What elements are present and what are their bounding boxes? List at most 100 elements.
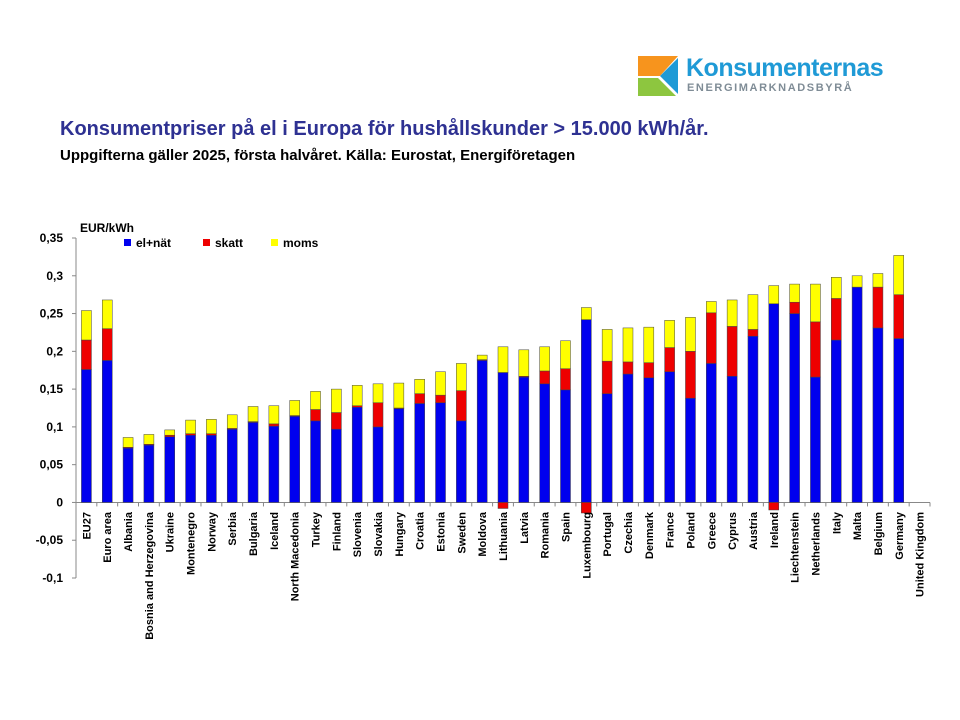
bar-segment bbox=[789, 313, 800, 503]
logo-subtitle: ENERGIMARKNADSBYRÅ bbox=[687, 82, 854, 94]
legend-label: el+nät bbox=[136, 236, 171, 250]
bar-segment bbox=[872, 286, 884, 329]
bar-segment bbox=[622, 327, 634, 363]
y-tick-label: 0,15 bbox=[40, 382, 64, 396]
logo: Konsumenternas ENERGIMARKNADSBYRÅ bbox=[638, 54, 888, 98]
bar-segment bbox=[414, 403, 425, 503]
category-label: Poland bbox=[685, 512, 697, 549]
category-label: Greece bbox=[706, 512, 718, 549]
y-tick-label: 0,1 bbox=[46, 420, 63, 434]
category-label: Austria bbox=[748, 511, 760, 550]
bar-segment bbox=[497, 372, 509, 503]
bar-segment bbox=[310, 420, 321, 503]
bar-segment bbox=[185, 419, 196, 434]
bar-segment bbox=[247, 406, 259, 422]
bar-segment bbox=[893, 255, 905, 295]
bar-segment bbox=[456, 363, 467, 391]
logo-green-shape bbox=[638, 78, 676, 96]
category-label: Latvia bbox=[519, 511, 531, 544]
category-label: Bosnia and Herzegovina bbox=[144, 511, 156, 640]
bar-segment bbox=[768, 285, 780, 304]
bar-segment bbox=[726, 299, 738, 327]
category-label: Czechia bbox=[623, 511, 635, 553]
bar-segment bbox=[206, 419, 217, 434]
y-tick-label: -0,1 bbox=[42, 571, 63, 585]
bar-segment bbox=[456, 420, 467, 503]
bar-segment bbox=[497, 502, 509, 509]
bar-segment bbox=[268, 425, 280, 503]
bar-segment bbox=[872, 327, 884, 503]
bar-segment bbox=[810, 321, 821, 378]
category-label: Iceland bbox=[269, 512, 281, 550]
category-label: Spain bbox=[560, 512, 572, 542]
bar-segment bbox=[685, 351, 696, 399]
bar-segment bbox=[601, 393, 613, 503]
bar-segment bbox=[226, 414, 238, 429]
bar-segment bbox=[893, 294, 905, 339]
bar-segment bbox=[831, 277, 842, 299]
bar-segment bbox=[810, 283, 821, 323]
logo-orange-shape bbox=[638, 56, 678, 76]
bar-segment bbox=[726, 376, 738, 503]
y-tick-label: -0,05 bbox=[36, 533, 64, 547]
bar-segment bbox=[331, 412, 342, 430]
category-label: Sweden bbox=[456, 512, 468, 554]
category-label: Estonia bbox=[436, 511, 448, 552]
bar-segment bbox=[747, 329, 759, 337]
bar-segment bbox=[435, 402, 446, 503]
bar-segment bbox=[685, 397, 696, 503]
bar-segment bbox=[831, 339, 842, 503]
bar-segment bbox=[101, 360, 113, 503]
category-label: Moldova bbox=[477, 511, 489, 556]
category-label: Serbia bbox=[227, 511, 239, 546]
bar-segment bbox=[497, 346, 509, 373]
legend-label: skatt bbox=[215, 236, 243, 250]
legend-swatch bbox=[271, 239, 278, 246]
bar-segment bbox=[164, 436, 175, 503]
bar-segment bbox=[622, 361, 634, 375]
bar-segment bbox=[643, 362, 655, 379]
bar-segment bbox=[435, 371, 446, 396]
y-tick-label: 0 bbox=[56, 495, 63, 509]
page-title: Konsumentpriser på el i Europa för hushå… bbox=[60, 118, 709, 140]
bar-segment bbox=[310, 409, 321, 422]
bar-segment bbox=[893, 338, 905, 503]
bar-segment bbox=[435, 394, 446, 403]
bar-segment bbox=[747, 335, 759, 503]
bar-segment bbox=[539, 370, 550, 385]
category-label: Montenegro bbox=[186, 512, 198, 575]
bar-segment bbox=[143, 434, 155, 445]
category-label: Italy bbox=[831, 511, 843, 534]
bar-segment bbox=[706, 312, 717, 364]
category-label: Netherlands bbox=[810, 512, 822, 576]
bar-segment bbox=[414, 393, 425, 404]
category-label: Finland bbox=[331, 512, 343, 551]
category-label: Croatia bbox=[415, 511, 427, 550]
bar-segment bbox=[664, 347, 675, 372]
category-label: Denmark bbox=[644, 511, 656, 559]
bar-segment bbox=[476, 360, 488, 503]
bar-segment bbox=[81, 310, 92, 341]
bar-segment bbox=[456, 390, 467, 422]
category-label: Malta bbox=[852, 511, 864, 540]
bar-segment bbox=[372, 402, 384, 428]
category-label: Lithuania bbox=[498, 511, 510, 561]
logo-name: Konsumenternas bbox=[686, 54, 884, 82]
category-label: Cyprus bbox=[727, 512, 739, 550]
category-label: France bbox=[665, 512, 677, 548]
bar-segment bbox=[351, 385, 363, 406]
bar-segment bbox=[143, 444, 155, 503]
bar-segment bbox=[331, 388, 342, 413]
category-label: Ireland bbox=[769, 512, 781, 548]
bar-segment bbox=[726, 326, 738, 377]
bar-segment bbox=[518, 376, 530, 503]
bar-segment bbox=[101, 328, 113, 361]
category-label: Germany bbox=[894, 511, 906, 560]
bar-segment bbox=[185, 434, 196, 503]
bar-segment bbox=[851, 286, 863, 503]
bar-segment bbox=[289, 416, 300, 503]
category-label: Portugal bbox=[602, 512, 614, 557]
category-label: Euro area bbox=[102, 511, 114, 563]
bar-segment bbox=[664, 371, 675, 503]
bar-segment bbox=[351, 406, 363, 503]
